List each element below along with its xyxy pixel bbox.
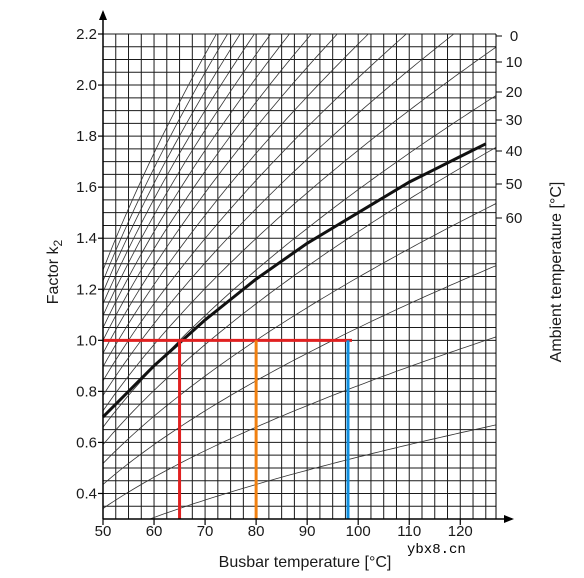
ambient-curve: [148, 424, 496, 519]
ambient-curve: [103, 336, 496, 509]
ambient-curve: [103, 265, 496, 485]
x-tick-label: 70: [197, 523, 214, 540]
ambient-curve: [103, 34, 338, 354]
x-tick-label: 90: [299, 523, 316, 540]
ambient-curve: [103, 34, 455, 396]
y-tick-label: 2.2: [76, 26, 97, 43]
y-axis-title-main: Factor k: [45, 245, 62, 304]
ambient-curve: [103, 34, 312, 341]
y-tick-label: 1.8: [76, 128, 97, 145]
ambient-label: 40: [506, 143, 523, 160]
x-tick-label: 50: [95, 523, 112, 540]
ambient-curve: [103, 203, 496, 464]
x-axis-title: Busbar temperature [°C]: [219, 554, 392, 571]
ticks: 50 60 70 80 90 100 110 1200.40.60.81.01.21.41.6…: [76, 26, 522, 540]
ambient-curve: [103, 34, 407, 382]
ambient-curve: [103, 34, 217, 271]
y-tick-label: 1.2: [76, 281, 97, 298]
grid: [102, 33, 496, 520]
ambient-label: 10: [506, 54, 523, 71]
y-tick-label: 1.0: [76, 332, 97, 349]
y-axis-title-subscript: 2: [51, 239, 65, 246]
y-tick-label: 1.4: [76, 230, 97, 247]
y-axis-arrow: [99, 10, 107, 20]
x-axis-arrow: [504, 515, 514, 523]
ambient-curve: [103, 34, 272, 316]
ambient-curve: [103, 95, 496, 428]
ambient-curve: [103, 34, 229, 282]
main-series: [101, 142, 487, 418]
ambient-label: 50: [506, 176, 523, 193]
y-tick-label: 0.6: [76, 434, 97, 451]
markers: [103, 338, 352, 519]
y-tick-label: 0.8: [76, 383, 97, 400]
ambient-curve: [103, 34, 241, 293]
watermark: ybx8.cn: [407, 542, 466, 558]
ambient-curve: [103, 46, 496, 412]
ambient-label: 60: [506, 210, 523, 227]
ambient-curve: [103, 147, 496, 445]
y-tick-label: 2.0: [76, 77, 97, 94]
ambient-label: 0: [510, 28, 518, 45]
x-tick-label: 100: [346, 523, 371, 540]
x-tick-label: 60: [146, 523, 163, 540]
y-tick-label: 0.4: [76, 485, 97, 502]
x-tick-label: 120: [448, 523, 473, 540]
series-line: [101, 142, 487, 418]
ambient-curve: [103, 34, 255, 304]
right-axis-title: Ambient temperature [°C]: [548, 182, 565, 363]
ambient-curve: [103, 34, 290, 328]
x-tick-label: 80: [248, 523, 265, 540]
ambient-label: 30: [506, 112, 523, 129]
ambient-curve: [103, 34, 369, 367]
ambient-label: 20: [506, 84, 523, 101]
y-axis-title: Factor k2: [45, 239, 65, 304]
y-tick-label: 1.6: [76, 179, 97, 196]
x-tick-label: 110: [397, 523, 421, 540]
